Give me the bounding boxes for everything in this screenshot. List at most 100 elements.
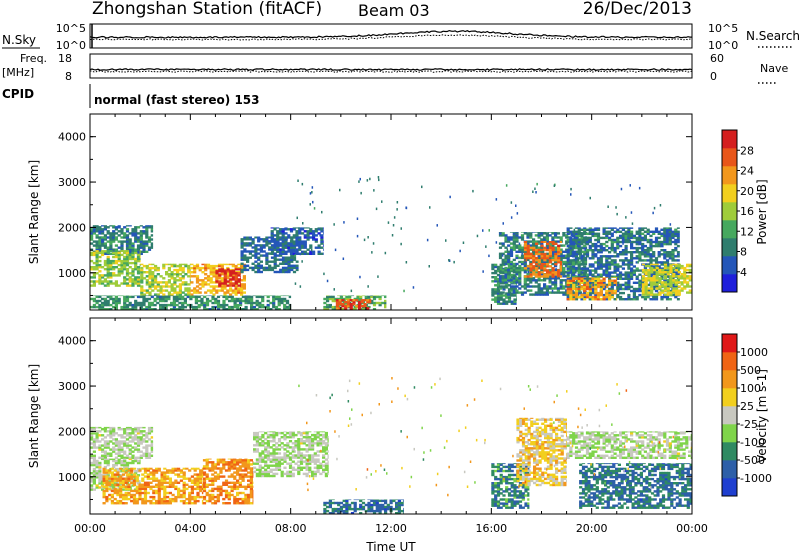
power-cell-r0 bbox=[95, 234, 99, 237]
power-y-label: Slant Range [km] bbox=[27, 160, 41, 264]
power-cell-r4 bbox=[237, 280, 241, 283]
power-cell-r7 bbox=[266, 299, 270, 303]
velocity-cell-r2 bbox=[132, 481, 137, 484]
power-cell-r13 bbox=[624, 238, 628, 242]
power-cell-r0 bbox=[128, 238, 132, 241]
velocity-cell-r0 bbox=[114, 440, 118, 443]
power-cell-r11 bbox=[534, 260, 538, 264]
power-cell-r5 bbox=[281, 266, 286, 270]
power-cell-r3 bbox=[190, 271, 194, 274]
power-cell-r13 bbox=[630, 289, 634, 293]
velocity-cell-r2 bbox=[171, 469, 175, 472]
power-cell-r13 bbox=[566, 285, 570, 289]
power-cell-r7 bbox=[98, 303, 102, 307]
power-cell-r13 bbox=[674, 295, 678, 299]
power-cell-r13 bbox=[572, 240, 576, 244]
power-cell-r7 bbox=[272, 303, 276, 307]
power-cell-r0 bbox=[134, 228, 138, 231]
power-cell-r7 bbox=[145, 305, 149, 309]
power-scatter-cell bbox=[387, 221, 390, 224]
power-cell-r13 bbox=[638, 246, 642, 250]
power-scatter-cell bbox=[505, 184, 508, 187]
power-cell-r2 bbox=[173, 277, 177, 280]
power-cell-r1 bbox=[95, 280, 99, 283]
power-cell-r0 bbox=[128, 242, 132, 245]
power-cell-r5 bbox=[273, 270, 277, 274]
velocity-cell-r1 bbox=[134, 472, 138, 475]
power-cell-r12 bbox=[557, 275, 561, 278]
power-cell-r3 bbox=[209, 273, 213, 276]
velocity-cell-r2 bbox=[138, 487, 142, 491]
power-cell-r7 bbox=[186, 295, 190, 297]
power-cell-r13 bbox=[654, 259, 659, 262]
power-cell-r1 bbox=[134, 268, 138, 271]
power-cell-r15 bbox=[666, 291, 670, 294]
power-cell-r11 bbox=[509, 248, 514, 251]
power-cell-r1 bbox=[134, 259, 138, 263]
power-cell-r11 bbox=[504, 236, 508, 239]
power-scatter-cell bbox=[448, 259, 450, 262]
power-cell-r13 bbox=[591, 242, 595, 246]
velocity-cell-r0 bbox=[134, 426, 138, 429]
power-cell-r1 bbox=[92, 268, 96, 271]
power-cell-r11 bbox=[515, 285, 519, 288]
power-cell-r1 bbox=[109, 259, 113, 263]
power-cell-r11 bbox=[551, 283, 555, 286]
power-cell-r6 bbox=[312, 232, 316, 235]
power-cell-r12 bbox=[554, 254, 558, 258]
power-cell-r5 bbox=[259, 238, 263, 241]
velocity-cell-r2 bbox=[152, 495, 156, 499]
power-cell-r0 bbox=[123, 234, 127, 237]
velocity-cell-r1 bbox=[139, 459, 141, 463]
power-cell-r15 bbox=[641, 263, 645, 266]
power-cell-r6 bbox=[292, 236, 296, 239]
velocity-cell-r2 bbox=[113, 487, 117, 491]
power-cell-r1 bbox=[134, 251, 138, 255]
velocity-cell-r2 bbox=[135, 489, 139, 493]
power-cell-r2 bbox=[178, 264, 182, 268]
power-cell-r7 bbox=[183, 305, 187, 309]
power-cell-r15 bbox=[686, 264, 690, 268]
power-cell-r3 bbox=[195, 291, 200, 294]
power-cell-r13 bbox=[599, 251, 603, 254]
power-cell-r13 bbox=[632, 293, 636, 297]
power-cell-r5 bbox=[287, 244, 291, 247]
power-scatter-cell bbox=[367, 285, 369, 288]
power-cell-r0 bbox=[142, 240, 146, 243]
power-cell-r6 bbox=[298, 238, 302, 241]
power-colorbar-tick-label: 28 bbox=[740, 144, 754, 157]
power-cell-r1 bbox=[106, 263, 110, 267]
power-cell-r5 bbox=[273, 254, 277, 257]
power-cell-r13 bbox=[574, 232, 579, 235]
power-cell-r13 bbox=[619, 234, 623, 238]
power-cell-r5 bbox=[251, 262, 255, 265]
power-cell-r11 bbox=[532, 242, 536, 245]
power-cell-r1 bbox=[103, 268, 107, 271]
power-cell-r0 bbox=[128, 246, 132, 249]
power-cell-r0 bbox=[95, 242, 99, 245]
power-cell-r7 bbox=[252, 295, 256, 297]
power-cell-r6 bbox=[276, 248, 280, 251]
power-cell-r6 bbox=[276, 238, 280, 241]
power-cell-r11 bbox=[576, 258, 580, 262]
power-cell-r7 bbox=[103, 308, 107, 311]
velocity-cell-r0 bbox=[92, 426, 96, 429]
power-cell-r12 bbox=[540, 271, 544, 274]
power-cell-r15 bbox=[644, 279, 648, 282]
velocity-cell-r2 bbox=[105, 469, 109, 472]
power-cell-r8 bbox=[339, 297, 343, 301]
power-cell-r3 bbox=[204, 277, 208, 280]
power-cell-r13 bbox=[627, 251, 631, 254]
power-cell-r6 bbox=[278, 232, 283, 235]
power-cell-r6 bbox=[292, 228, 296, 231]
velocity-cell-r2 bbox=[143, 467, 148, 470]
power-cell-r13 bbox=[668, 251, 672, 254]
power-cell-r13 bbox=[649, 259, 653, 262]
power-cell-r10 bbox=[494, 269, 498, 273]
power-cell-r1 bbox=[117, 272, 121, 275]
power-cell-r5 bbox=[262, 244, 266, 247]
power-cell-r7 bbox=[214, 297, 218, 301]
power-cell-r12 bbox=[529, 269, 533, 272]
power-scatter-cell bbox=[333, 223, 335, 226]
power-cell-r8 bbox=[361, 295, 366, 297]
